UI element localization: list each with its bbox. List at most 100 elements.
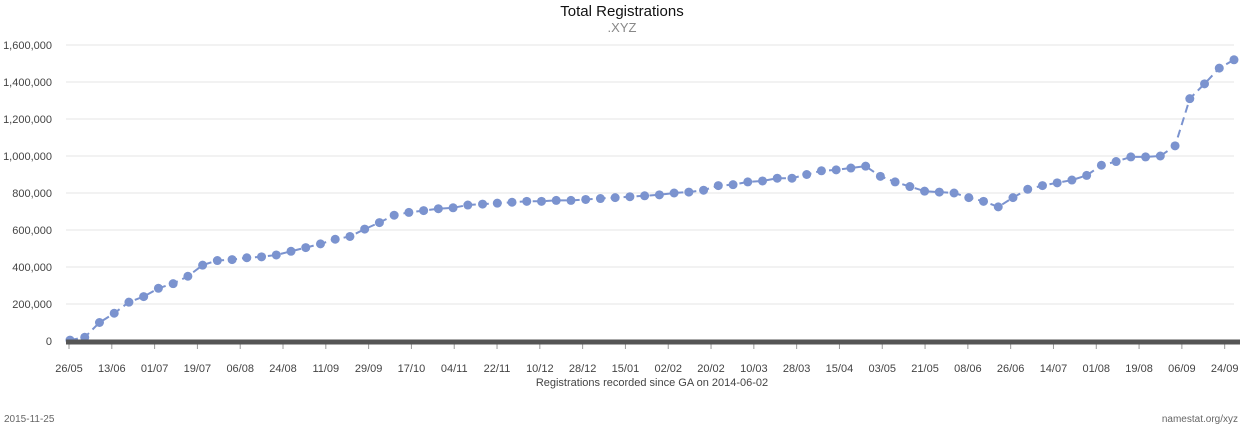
data-point[interactable] [713, 181, 723, 191]
x-tick-label: 02/02 [654, 363, 682, 375]
data-point[interactable] [1170, 141, 1180, 151]
data-point[interactable] [964, 193, 974, 203]
data-point[interactable] [581, 194, 591, 204]
data-point[interactable] [920, 186, 930, 196]
x-tick-label: 03/05 [868, 363, 896, 375]
data-point[interactable] [522, 196, 532, 206]
data-point[interactable] [492, 198, 502, 208]
data-point[interactable] [979, 196, 989, 206]
data-point[interactable] [478, 199, 488, 209]
data-point[interactable] [507, 197, 517, 207]
data-point[interactable] [286, 246, 296, 256]
data-point[interactable] [640, 191, 650, 201]
data-point[interactable] [787, 173, 797, 183]
data-point[interactable] [595, 194, 605, 204]
data-point[interactable] [831, 165, 841, 175]
x-tick-label: 29/09 [355, 363, 383, 375]
x-tick-label: 24/09 [1211, 363, 1239, 375]
data-point[interactable] [1037, 181, 1047, 191]
x-tick-label: 15/04 [826, 363, 854, 375]
data-point[interactable] [610, 193, 620, 203]
data-point[interactable] [1052, 178, 1062, 188]
data-point[interactable] [551, 195, 561, 205]
data-point[interactable] [433, 204, 443, 214]
data-point[interactable] [654, 190, 664, 200]
data-point[interactable] [846, 163, 856, 173]
x-tick-label: 11/09 [312, 363, 339, 375]
data-point[interactable] [1141, 152, 1151, 162]
data-point[interactable] [1214, 63, 1224, 73]
data-point[interactable] [183, 271, 193, 281]
data-point[interactable] [669, 188, 679, 198]
data-point[interactable] [345, 231, 355, 241]
x-tick-label: 14/07 [1040, 363, 1068, 375]
data-point[interactable] [1200, 79, 1210, 89]
data-point[interactable] [802, 170, 812, 179]
data-point[interactable] [1111, 157, 1121, 167]
data-point[interactable] [139, 292, 149, 302]
data-point[interactable] [419, 206, 429, 216]
data-point[interactable] [905, 182, 915, 192]
x-tick-label: 06/09 [1168, 363, 1196, 375]
data-point[interactable] [758, 176, 768, 186]
data-point[interactable] [448, 203, 458, 213]
data-point[interactable] [153, 283, 163, 293]
footer-date: 2015-11-25 [4, 414, 55, 425]
data-point[interactable] [227, 255, 237, 265]
data-point[interactable] [360, 224, 370, 234]
data-point[interactable] [684, 187, 694, 197]
data-point[interactable] [934, 187, 944, 197]
chart-title: Total Registrations [560, 3, 684, 20]
data-point[interactable] [257, 252, 267, 262]
x-tick-label: 10/03 [740, 363, 768, 375]
chart-subtitle: .XYZ [607, 20, 637, 35]
data-point[interactable] [861, 161, 871, 171]
data-point[interactable] [389, 210, 399, 220]
data-point[interactable] [168, 279, 178, 289]
data-point[interactable] [271, 250, 281, 260]
data-point[interactable] [728, 180, 738, 190]
x-tick-label: 01/07 [141, 363, 169, 375]
data-point[interactable] [330, 234, 340, 244]
data-point[interactable] [1082, 170, 1092, 180]
data-point[interactable] [1185, 94, 1195, 104]
data-point[interactable] [404, 207, 414, 217]
data-point[interactable] [1229, 55, 1239, 65]
data-point[interactable] [743, 177, 753, 187]
data-point[interactable] [1008, 193, 1018, 203]
data-point[interactable] [772, 173, 782, 183]
data-point[interactable] [566, 195, 576, 205]
data-point[interactable] [949, 188, 959, 198]
data-point[interactable] [1023, 184, 1033, 194]
x-tick-label: 01/08 [1083, 363, 1111, 375]
data-point[interactable] [816, 166, 826, 176]
data-point[interactable] [1155, 151, 1165, 161]
data-point[interactable] [212, 256, 222, 266]
data-point[interactable] [1096, 160, 1106, 170]
series-line [69, 58, 1235, 342]
x-axis-label: Registrations recorded since GA on 2014-… [536, 377, 768, 389]
data-point[interactable] [301, 243, 311, 253]
x-tick-label: 17/10 [398, 363, 426, 375]
data-point[interactable] [315, 239, 325, 249]
x-tick-label: 08/06 [954, 363, 982, 375]
data-point[interactable] [242, 253, 252, 263]
data-point[interactable] [993, 202, 1003, 212]
data-point[interactable] [890, 177, 900, 187]
data-point[interactable] [699, 185, 709, 195]
x-tick-label: 10/12 [526, 363, 554, 375]
data-point[interactable] [1126, 152, 1136, 162]
data-point[interactable] [374, 218, 384, 228]
data-point[interactable] [1067, 175, 1077, 185]
data-point[interactable] [875, 171, 885, 181]
data-point[interactable] [94, 318, 104, 327]
data-point[interactable] [109, 308, 119, 318]
data-point[interactable] [463, 200, 473, 210]
data-point[interactable] [536, 196, 546, 206]
data-point[interactable] [198, 260, 208, 270]
data-point[interactable] [625, 192, 635, 202]
data-point[interactable] [124, 297, 134, 307]
x-tick-label: 13/06 [98, 363, 126, 375]
y-tick-label: 1,200,000 [3, 114, 52, 126]
footer-source-link[interactable]: namestat.org/xyz [1161, 414, 1238, 425]
